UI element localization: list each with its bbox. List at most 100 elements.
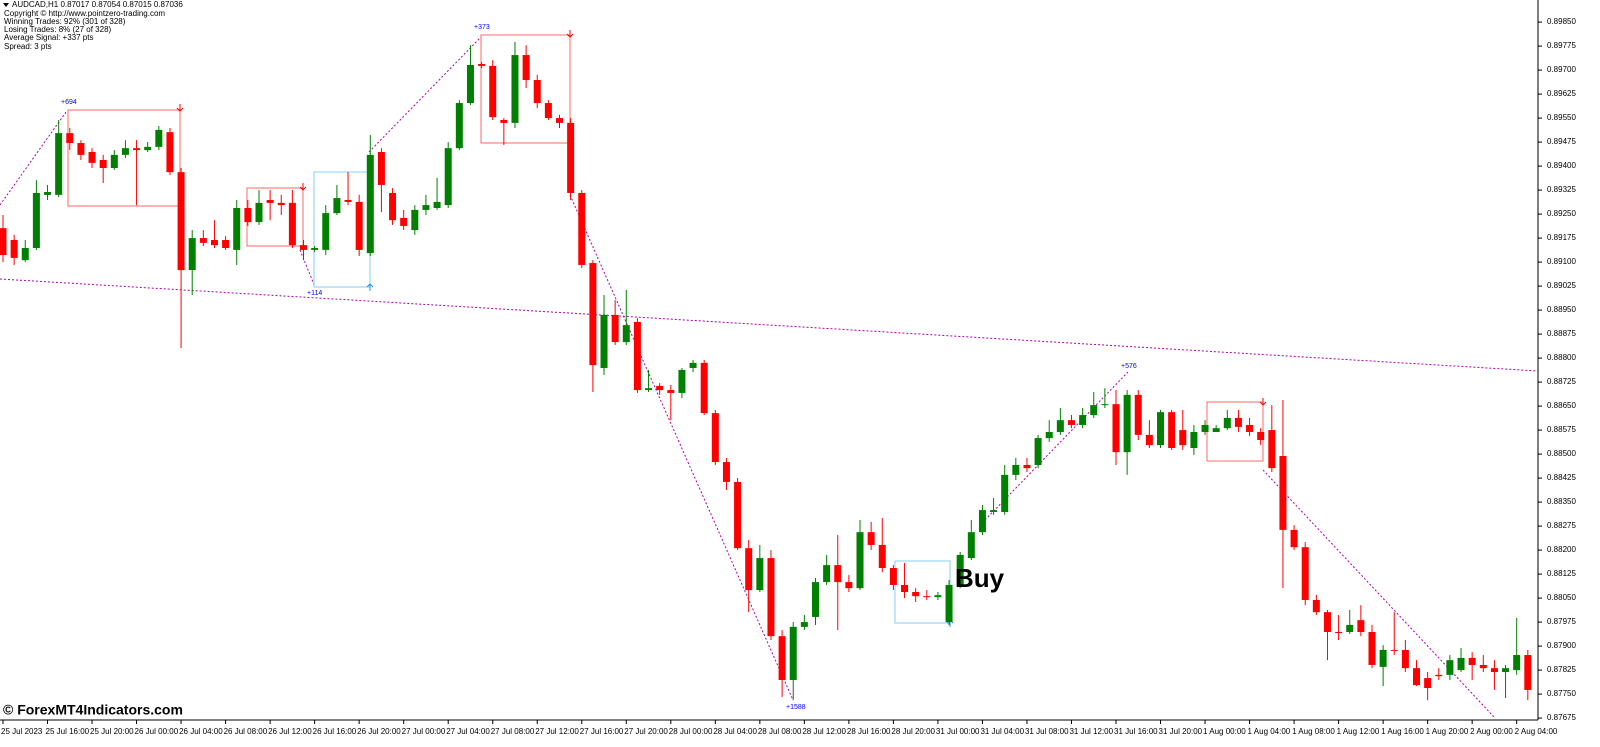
x-tick-label: 27 Jul 12:00: [535, 727, 579, 736]
candle-body: [1045, 432, 1053, 439]
y-tick-label: 0.88125: [1547, 569, 1576, 578]
candle-body: [1390, 649, 1398, 651]
candle-body: [1457, 657, 1465, 671]
y-tick-label: 0.88725: [1547, 377, 1576, 386]
info-line: Losing Trades: 8% (27 of 328): [4, 25, 112, 34]
candle-body: [1268, 430, 1276, 469]
zigzag: [1262, 469, 1496, 719]
info-line: AUDCAD,H1 0.87017 0.87054 0.87015 0.8703…: [12, 0, 183, 9]
candle-body: [411, 209, 419, 231]
info-line: Spread: 3 pts: [4, 42, 52, 51]
candle-body: [1502, 668, 1510, 672]
y-tick-label: 0.88050: [1547, 593, 1576, 602]
candle-body: [1323, 612, 1331, 632]
candle-body: [1123, 394, 1131, 453]
candle-body: [867, 532, 875, 545]
signal-label: +576: [1121, 363, 1137, 370]
candle-body: [1301, 547, 1309, 600]
buy-annotation: Buy: [955, 563, 1005, 593]
candle-body: [556, 118, 563, 123]
candle-body: [1401, 649, 1409, 669]
x-tick-label: 26 Jul 20:00: [357, 727, 401, 736]
candle-body: [856, 532, 864, 589]
candle-body: [433, 201, 441, 208]
candle-body: [1257, 432, 1265, 440]
candle-body: [1179, 430, 1187, 446]
y-tick-label: 0.89175: [1547, 233, 1576, 242]
candle-body: [177, 172, 185, 271]
x-tick-label: 28 Jul 12:00: [802, 727, 846, 736]
candle-body: [956, 554, 964, 585]
candle-body: [188, 238, 196, 271]
x-tick-label: 31 Jul 04:00: [980, 727, 1024, 736]
candle-body: [1056, 420, 1064, 432]
candle-body: [845, 582, 853, 589]
x-tick-label: 1 Aug 20:00: [1426, 727, 1469, 736]
candle-body: [1424, 678, 1432, 688]
candle-body: [1468, 657, 1476, 665]
candle-body: [444, 148, 452, 206]
candle-body: [144, 146, 152, 151]
x-tick-label: 26 Jul 08:00: [224, 727, 268, 736]
candle-body: [589, 263, 597, 366]
candle-body: [155, 129, 163, 147]
candle-body: [1067, 420, 1075, 425]
candle-body: [645, 388, 653, 391]
candle-body: [1157, 412, 1165, 446]
y-tick-label: 0.88200: [1547, 545, 1576, 554]
y-tick-label: 0.89850: [1547, 17, 1576, 26]
candle-body: [400, 217, 408, 226]
y-tick-label: 0.88350: [1547, 497, 1576, 506]
sell-arrows: [176, 30, 1267, 406]
candle-body: [1479, 664, 1487, 669]
overlays: [0, 30, 1539, 719]
x-tick-label: 25 Jul 2023: [1, 727, 43, 736]
candle-body: [1513, 655, 1521, 671]
x-tick-label: 28 Jul 08:00: [758, 727, 802, 736]
y-tick-label: 0.89775: [1547, 41, 1576, 50]
y-tick-label: 0.89700: [1547, 65, 1576, 74]
candle-body: [44, 192, 52, 195]
candle-body: [912, 592, 920, 597]
candle-body: [1234, 417, 1242, 427]
x-tick-label: 1 Aug 16:00: [1381, 727, 1424, 736]
y-tick-label: 0.89250: [1547, 209, 1576, 218]
candle-body: [288, 202, 296, 246]
candle-body: [333, 198, 341, 214]
candle-body: [1368, 632, 1376, 665]
candle-body: [10, 240, 18, 258]
candle-body: [0, 228, 7, 256]
candle-body: [990, 510, 998, 512]
candle-body: [311, 248, 319, 250]
candle-body: [210, 240, 218, 246]
candle-body: [1112, 404, 1120, 453]
candle-body: [1012, 464, 1020, 475]
candle-body: [1090, 405, 1098, 416]
info-line: Copyright © http://www.pointzero-trading…: [4, 9, 165, 18]
candle-body: [967, 532, 975, 559]
candle-body: [1001, 474, 1009, 512]
candle-body: [934, 595, 942, 598]
y-tick-label: 0.89100: [1547, 257, 1576, 266]
y-tick-label: 0.88875: [1547, 329, 1576, 338]
candle-body: [656, 385, 664, 391]
candle-body: [110, 154, 118, 168]
x-tick-label: 25 Jul 20:00: [90, 727, 134, 736]
candle-body: [500, 120, 508, 123]
candle-body: [1023, 464, 1031, 469]
zigzag: [368, 36, 482, 153]
candle-body: [1190, 432, 1198, 448]
signal-label: +694: [61, 99, 77, 106]
info-panel: AUDCAD,H1 0.87017 0.87054 0.87015 0.8703…: [3, 0, 183, 51]
candle-body: [945, 584, 953, 623]
info-line: Average Signal: +337 pts: [4, 33, 93, 42]
candle-body: [756, 558, 764, 591]
candle-body: [277, 202, 285, 206]
y-tick-label: 0.89625: [1547, 89, 1576, 98]
candle-body: [21, 248, 29, 261]
x-tick-label: 27 Jul 00:00: [402, 727, 446, 736]
zigzag: [299, 249, 316, 288]
candle-body: [878, 544, 886, 568]
price-axis: 0.89850 0.89775 0.89700 0.89625 0.89550 0.894…: [1538, 17, 1576, 722]
candle-body: [233, 208, 241, 250]
